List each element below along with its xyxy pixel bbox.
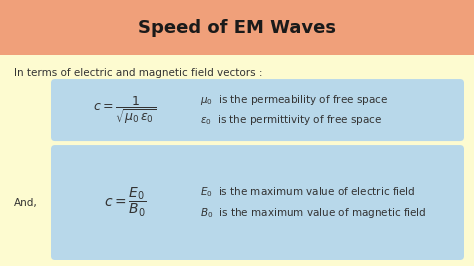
Text: $E_0$  is the maximum value of electric field: $E_0$ is the maximum value of electric f… <box>200 186 416 200</box>
Text: $c = \dfrac{E_0}{B_0}$: $c = \dfrac{E_0}{B_0}$ <box>104 186 146 219</box>
Text: In terms of electric and magnetic field vectors :: In terms of electric and magnetic field … <box>14 68 263 78</box>
FancyBboxPatch shape <box>0 0 474 55</box>
Text: $c = \dfrac{1}{\sqrt{\mu_0\,\varepsilon_0}}$: $c = \dfrac{1}{\sqrt{\mu_0\,\varepsilon_… <box>93 94 156 126</box>
Text: $B_0$  is the maximum value of magnetic field: $B_0$ is the maximum value of magnetic f… <box>200 206 427 219</box>
Text: Speed of EM Waves: Speed of EM Waves <box>138 19 336 36</box>
Text: $\mu_0$  is the permeability of free space: $\mu_0$ is the permeability of free spac… <box>200 93 388 107</box>
Text: $\varepsilon_0$  is the permittivity of free space: $\varepsilon_0$ is the permittivity of f… <box>200 113 382 127</box>
FancyBboxPatch shape <box>51 145 464 260</box>
FancyBboxPatch shape <box>51 79 464 141</box>
Text: And,: And, <box>14 198 38 207</box>
